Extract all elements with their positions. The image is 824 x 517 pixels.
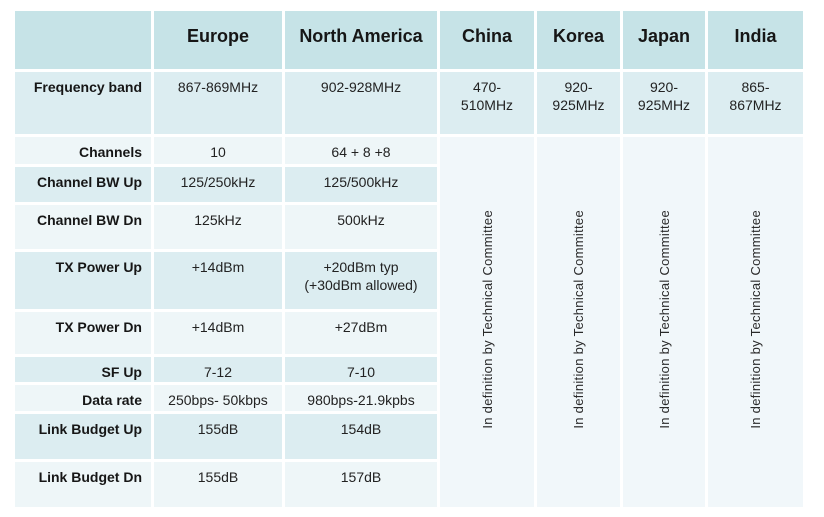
column-header-north-america: North America [285,11,437,69]
pending-cell-china: In definition by Technical Committee [440,137,534,507]
cell-lb-dn-north-america: 157dB [285,462,437,507]
pending-cell-india: In definition by Technical Committee [708,137,803,507]
row-label-frequency-band: Frequency band [15,72,151,134]
cell-tx-up-north-america: +20dBm typ (+30dBm allowed) [285,252,437,309]
row-channels: Channels 10 64 + 8 +8 In definition by T… [15,137,803,507]
cell-frequency-india: 865- 867MHz [708,72,803,134]
cell-data-rate-north-america: 980bps-21.9kpbs [285,385,437,411]
row-channel-bw-up: Channel BW Up 125/250kHz 125/500kHz [15,167,803,202]
cell-lb-up-north-america: 154dB [285,414,437,459]
row-frequency-band: Frequency band 867-869MHz 902-928MHz 470… [15,72,803,134]
pending-cell-korea: In definition by Technical Committee [537,137,620,507]
header-row: Europe North America China Korea Japan I… [15,11,803,69]
cell-tx-dn-north-america: +27dBm [285,312,437,354]
cell-bw-up-north-america: 125/500kHz [285,167,437,202]
column-header-blank [15,11,151,69]
row-label-channel-bw-dn: Channel BW Dn [15,205,151,249]
pending-note-japan: In definition by Technical Committee [656,210,672,429]
row-label-link-budget-dn: Link Budget Dn [15,462,151,507]
cell-data-rate-europe: 250bps- 50kbps [154,385,282,411]
row-label-tx-power-up: TX Power Up [15,252,151,309]
row-tx-power-dn: TX Power Dn +14dBm +27dBm [15,312,803,354]
cell-frequency-north-america: 902-928MHz [285,72,437,134]
cell-bw-dn-europe: 125kHz [154,205,282,249]
cell-frequency-korea: 920- 925MHz [537,72,620,134]
row-data-rate: Data rate 250bps- 50kbps 980bps-21.9kpbs [15,385,803,411]
pending-note-korea: In definition by Technical Committee [571,210,586,429]
row-label-link-budget-up: Link Budget Up [15,414,151,459]
row-label-sf-up: SF Up [15,357,151,382]
column-header-china: China [440,11,534,69]
column-header-korea: Korea [537,11,620,69]
row-label-data-rate: Data rate [15,385,151,411]
pending-cell-japan: In definition by Technical Committee [623,137,705,507]
column-header-india: India [708,11,803,69]
cell-bw-dn-north-america: 500kHz [285,205,437,249]
cell-tx-dn-europe: +14dBm [154,312,282,354]
cell-bw-up-europe: 125/250kHz [154,167,282,202]
row-label-tx-power-dn: TX Power Dn [15,312,151,354]
spec-table: Europe North America China Korea Japan I… [12,8,806,510]
cell-channels-europe: 10 [154,137,282,164]
pending-note-china: In definition by Technical Committee [479,210,495,429]
row-link-budget-dn: Link Budget Dn 155dB 157dB [15,462,803,507]
cell-lb-up-europe: 155dB [154,414,282,459]
row-link-budget-up: Link Budget Up 155dB 154dB [15,414,803,459]
cell-frequency-japan: 920- 925MHz [623,72,705,134]
cell-channels-north-america: 64 + 8 +8 [285,137,437,164]
row-sf-up: SF Up 7-12 7-10 [15,357,803,382]
cell-frequency-china: 470- 510MHz [440,72,534,134]
cell-tx-up-europe: +14dBm [154,252,282,309]
cell-sf-up-europe: 7-12 [154,357,282,382]
cell-lb-dn-europe: 155dB [154,462,282,507]
row-label-channels: Channels [15,137,151,164]
row-channel-bw-dn: Channel BW Dn 125kHz 500kHz [15,205,803,249]
cell-frequency-europe: 867-869MHz [154,72,282,134]
pending-note-india: In definition by Technical Committee [748,210,763,429]
row-tx-power-up: TX Power Up +14dBm +20dBm typ (+30dBm al… [15,252,803,309]
cell-sf-up-north-america: 7-10 [285,357,437,382]
column-header-japan: Japan [623,11,705,69]
row-label-channel-bw-up: Channel BW Up [15,167,151,202]
regional-lora-parameters-table: Europe North America China Korea Japan I… [12,8,806,510]
column-header-europe: Europe [154,11,282,69]
